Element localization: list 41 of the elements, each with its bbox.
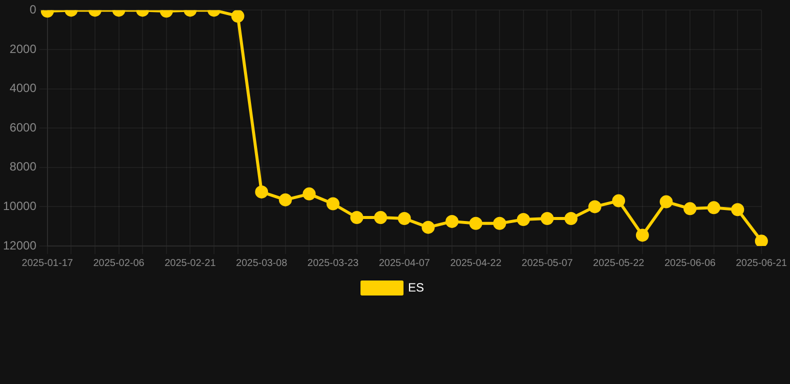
legend-label: ES	[408, 280, 424, 294]
y-tick-label: 8000	[10, 160, 37, 174]
x-tick-label: 2025-06-21	[736, 258, 788, 269]
y-tick-label: 10000	[2, 199, 37, 214]
y-tick-label: 12000	[2, 238, 37, 252]
point	[516, 212, 530, 226]
point	[707, 201, 720, 214]
point	[302, 187, 316, 200]
y-tick-label: 6000	[10, 120, 37, 134]
point	[731, 203, 744, 216]
point	[754, 234, 768, 246]
point	[660, 195, 673, 208]
x-tick-label: 2025-05-07	[522, 258, 574, 269]
point	[422, 220, 435, 234]
point	[398, 212, 411, 225]
point	[350, 211, 364, 224]
y-tick-label: 2000	[10, 42, 37, 56]
x-tick-label: 2025-01-17	[22, 258, 74, 269]
x-tick-label: 2025-04-22	[450, 258, 502, 269]
point	[612, 194, 626, 208]
x-tick-label: 2025-02-06	[93, 258, 145, 269]
point	[278, 193, 292, 206]
x-tick-label: 2025-04-07	[378, 258, 430, 269]
point	[636, 228, 649, 242]
point	[540, 212, 554, 225]
point	[255, 185, 268, 198]
point	[588, 200, 602, 214]
x-tick-label: 2025-05-22	[593, 258, 645, 269]
point	[326, 197, 340, 210]
point	[374, 211, 388, 224]
point	[469, 216, 482, 230]
point	[493, 216, 506, 230]
y-tick-label: 4000	[10, 81, 37, 96]
x-tick-label: 2025-03-08	[236, 258, 288, 269]
point	[446, 214, 458, 228]
y-tick-label: 0	[30, 2, 37, 17]
x-tick-label: 2025-06-06	[664, 258, 716, 269]
point	[564, 212, 578, 225]
point	[684, 202, 697, 216]
x-tick-label: 2025-02-21	[164, 258, 216, 269]
x-tick-label: 2025-03-23	[307, 258, 360, 269]
